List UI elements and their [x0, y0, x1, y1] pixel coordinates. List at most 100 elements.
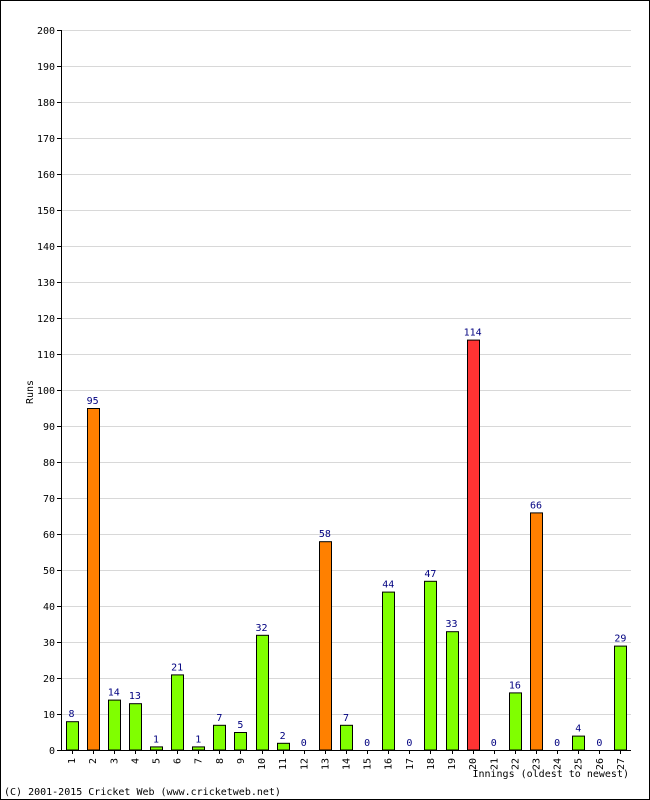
x-tick-label: 4 — [130, 758, 141, 764]
data-label: 29 — [614, 634, 626, 645]
y-tick-label: 20 — [43, 674, 55, 685]
data-label: 66 — [530, 500, 542, 511]
y-tick-label: 10 — [43, 710, 55, 721]
data-label: 7 — [343, 713, 349, 724]
data-label: 47 — [424, 569, 436, 580]
y-tick-label: 60 — [43, 530, 55, 541]
bar — [87, 408, 100, 751]
x-tick-label: 12 — [299, 758, 310, 770]
x-tick-label: 7 — [194, 758, 205, 764]
x-tick-label: 24 — [553, 758, 564, 770]
bar — [171, 674, 184, 751]
data-label: 0 — [406, 738, 412, 749]
y-tick-label: 160 — [37, 170, 55, 181]
y-tick-label: 110 — [37, 350, 55, 361]
y-tick-label: 90 — [43, 422, 55, 433]
data-label: 0 — [491, 738, 497, 749]
x-tick-label: 9 — [236, 758, 247, 764]
bar — [234, 732, 247, 751]
bar — [108, 699, 121, 751]
data-label: 0 — [596, 738, 602, 749]
data-label: 5 — [237, 720, 243, 731]
bar — [530, 512, 543, 751]
bar — [256, 634, 269, 751]
data-label: 16 — [509, 680, 521, 691]
y-tick-label: 70 — [43, 494, 55, 505]
x-tick-label: 5 — [152, 758, 163, 764]
y-tick-label: 30 — [43, 638, 55, 649]
y-tick-label: 0 — [49, 746, 55, 757]
y-tick-label: 100 — [37, 386, 55, 397]
y-tick-label: 150 — [37, 206, 55, 217]
bar — [446, 631, 459, 751]
x-tick-label: 18 — [426, 758, 437, 770]
y-tick-label: 140 — [37, 242, 55, 253]
bar — [150, 746, 163, 751]
data-label: 44 — [382, 580, 394, 591]
x-tick-label: 10 — [257, 758, 268, 770]
y-axis-title: Runs — [25, 380, 36, 404]
x-tick-label: 23 — [532, 758, 543, 770]
x-tick-label: 22 — [510, 758, 521, 770]
x-tick-label: 8 — [215, 758, 226, 764]
x-tick-label: 15 — [363, 758, 374, 770]
bar — [319, 541, 332, 751]
x-tick-label: 27 — [616, 758, 627, 770]
bar — [382, 591, 395, 751]
bar — [572, 735, 585, 751]
data-label: 32 — [256, 623, 268, 634]
x-tick-label: 21 — [489, 758, 500, 770]
data-label: 0 — [364, 738, 370, 749]
data-label: 1 — [153, 734, 159, 745]
bars — [66, 339, 627, 751]
x-tick-label: 26 — [595, 758, 606, 770]
x-tick-label: 6 — [173, 758, 184, 764]
x-axis-title: Innings (oldest to newest) — [472, 769, 629, 780]
data-label: 1 — [195, 734, 201, 745]
x-tick-label: 2 — [88, 758, 99, 764]
bar — [424, 580, 437, 751]
data-label: 33 — [446, 619, 458, 630]
x-tick-label: 17 — [405, 758, 416, 770]
data-label: 21 — [171, 662, 183, 673]
data-label: 0 — [301, 738, 307, 749]
bar — [66, 721, 79, 751]
x-tick-label: 11 — [278, 758, 289, 770]
data-label: 13 — [129, 691, 141, 702]
y-tick-label: 40 — [43, 602, 55, 613]
data-label: 114 — [464, 328, 482, 339]
data-label: 2 — [280, 731, 286, 742]
data-label: 14 — [108, 688, 120, 699]
y-tick-label: 50 — [43, 566, 55, 577]
y-tick-label: 120 — [37, 314, 55, 325]
x-tick-label: 25 — [574, 758, 585, 770]
bar — [614, 645, 627, 751]
y-tick-label: 190 — [37, 62, 55, 73]
bar — [467, 339, 480, 751]
bar — [213, 724, 226, 751]
x-tick-label: 1 — [67, 758, 78, 764]
x-tick-label: 19 — [447, 758, 458, 770]
y-axis-ticks: 0 10 20 30 40 50 60 70 80 90 100 110 120 130 140 150 160… — [37, 26, 61, 757]
data-label: 95 — [87, 396, 99, 407]
bar — [129, 703, 142, 751]
data-label: 8 — [69, 709, 75, 720]
x-tick-label: 16 — [384, 758, 395, 770]
bar — [192, 746, 205, 751]
data-label: 0 — [554, 738, 560, 749]
x-tick-label: 20 — [468, 758, 479, 770]
bar — [509, 692, 522, 751]
y-tick-label: 80 — [43, 458, 55, 469]
bar — [277, 742, 290, 751]
y-tick-label: 180 — [37, 98, 55, 109]
data-labels: 8 95 14 13 1 21 1 7 5 32 2 0 58 7 0 44 0 47 33 114 0 16 66 0 4 0 2… — [69, 328, 627, 749]
x-tick-label: 3 — [109, 758, 120, 764]
x-tick-label: 14 — [342, 758, 353, 770]
y-tick-label: 170 — [37, 134, 55, 145]
bar — [340, 724, 353, 751]
y-tick-label: 200 — [37, 26, 55, 37]
y-tick-label: 130 — [37, 278, 55, 289]
data-label: 7 — [216, 713, 222, 724]
x-tick-label: 13 — [320, 758, 331, 770]
